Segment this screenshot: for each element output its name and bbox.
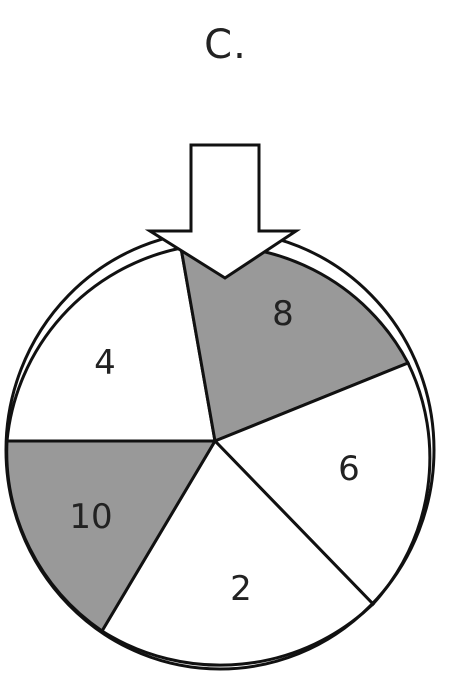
- spinner-section-4: [5, 246, 217, 443]
- down-arrow-icon: [144, 143, 301, 280]
- section-label-8: 8: [272, 294, 294, 334]
- spinner-wheel: [4, 229, 436, 671]
- section-label-4: 4: [94, 343, 116, 383]
- diagram-title: C.: [204, 22, 247, 68]
- section-label-2: 2: [230, 569, 252, 609]
- section-label-6: 6: [338, 449, 360, 489]
- section-label-10: 10: [69, 497, 112, 537]
